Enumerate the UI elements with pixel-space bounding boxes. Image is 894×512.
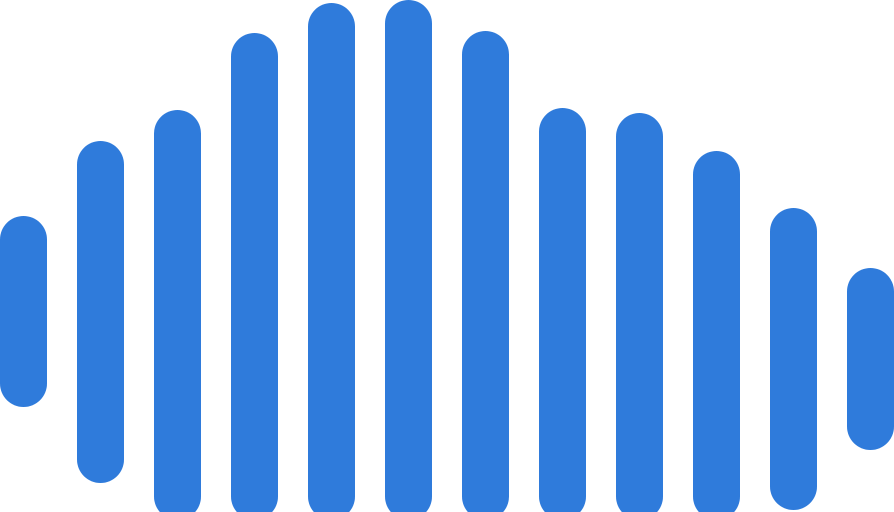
wave-bar [770, 208, 817, 510]
wave-bar [77, 141, 124, 483]
wave-bar [539, 108, 586, 512]
wave-bar [847, 268, 894, 450]
wave-bar [616, 113, 663, 512]
wave-bar [154, 110, 201, 512]
wave-bar [231, 33, 278, 512]
wave-bar [0, 216, 47, 407]
wave-bar [462, 31, 509, 512]
wave-bar [308, 3, 355, 512]
wave-bar [693, 151, 740, 512]
wave-bar [385, 0, 432, 512]
